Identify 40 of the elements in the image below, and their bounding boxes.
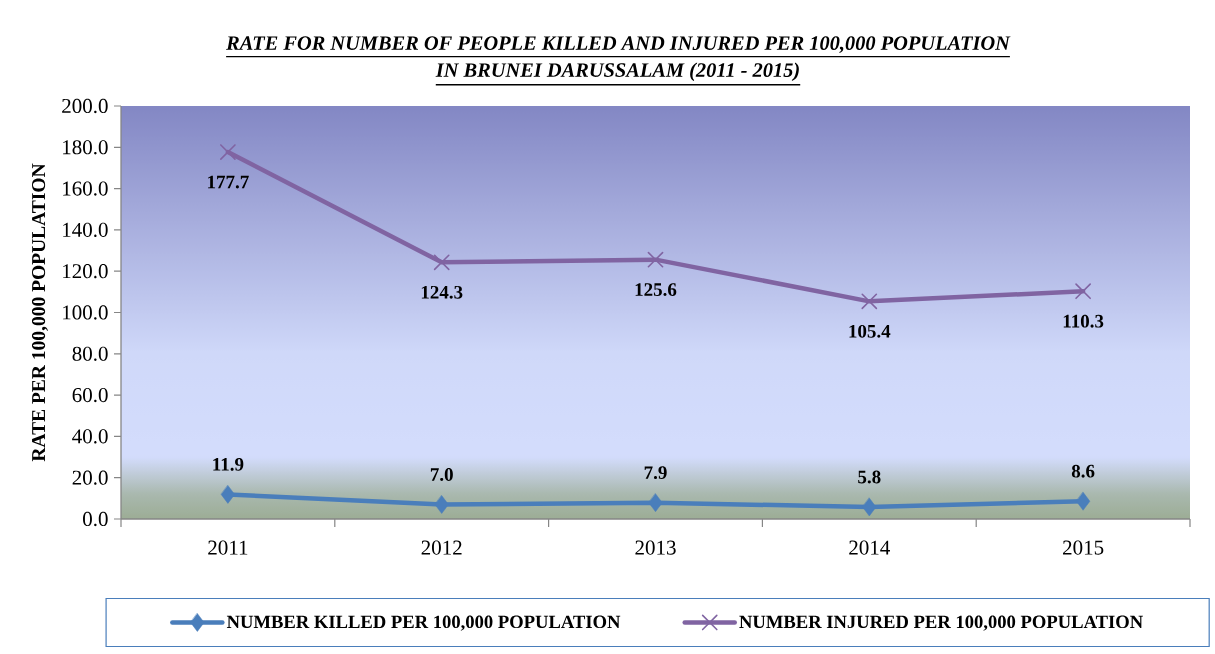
data-label: 8.6 bbox=[1071, 464, 1095, 478]
y-tick-label: 180.0 bbox=[63, 140, 108, 155]
data-label: 124.3 bbox=[421, 285, 463, 299]
chart-title: RATE FOR NUMBER OF PEOPLE KILLED AND INJURED PER 100,000 POPULATION IN BRUNEI DARUSSALAM (2011 - 2015) bbox=[226, 36, 1011, 82]
point bbox=[1075, 283, 1091, 300]
x-tick-label: 2015 bbox=[1063, 540, 1104, 555]
y-tick-label: 100.0 bbox=[63, 305, 108, 320]
y-tick-label: 40.0 bbox=[72, 429, 108, 444]
x-tick-label: 2012 bbox=[421, 540, 462, 555]
x-tick-label: 2014 bbox=[849, 540, 890, 555]
y-tick-label: 160.0 bbox=[63, 181, 108, 196]
x-tick-label: 2011 bbox=[208, 540, 248, 555]
data-label: 110.3 bbox=[1063, 314, 1104, 328]
point bbox=[220, 485, 235, 504]
data-label: 11.9 bbox=[213, 458, 244, 471]
point bbox=[433, 254, 450, 271]
point bbox=[862, 497, 877, 517]
point bbox=[1076, 491, 1091, 511]
point bbox=[861, 293, 878, 310]
legend-label: NUMBER INJURED PER 100,000 POPULATION bbox=[739, 615, 1143, 631]
point bbox=[648, 493, 663, 512]
point bbox=[434, 495, 449, 514]
point bbox=[647, 251, 664, 268]
point bbox=[220, 144, 236, 160]
y-axis-title: RATE PER 100,000 POPULATION bbox=[31, 163, 48, 462]
y-tick-label: 0.0 bbox=[83, 511, 108, 527]
data-label: 5.8 bbox=[858, 470, 881, 484]
x-tick-label: 2013 bbox=[635, 540, 676, 555]
y-tick-label: 200.0 bbox=[62, 98, 108, 114]
data-label: 125.6 bbox=[635, 283, 677, 297]
data-label: 177.7 bbox=[208, 175, 249, 189]
data-label: 7.9 bbox=[644, 466, 667, 480]
data-label: 105.4 bbox=[849, 324, 891, 338]
y-tick-label: 120.0 bbox=[63, 264, 108, 279]
legend-label: NUMBER KILLED PER 100,000 POPULATION bbox=[226, 615, 621, 631]
y-tick-label: 80.0 bbox=[72, 346, 108, 361]
y-tick-label: 60.0 bbox=[72, 387, 108, 403]
y-tick-label: 140.0 bbox=[63, 222, 108, 238]
y-tick-label: 20.0 bbox=[72, 470, 108, 485]
data-label: 7.0 bbox=[430, 468, 453, 481]
